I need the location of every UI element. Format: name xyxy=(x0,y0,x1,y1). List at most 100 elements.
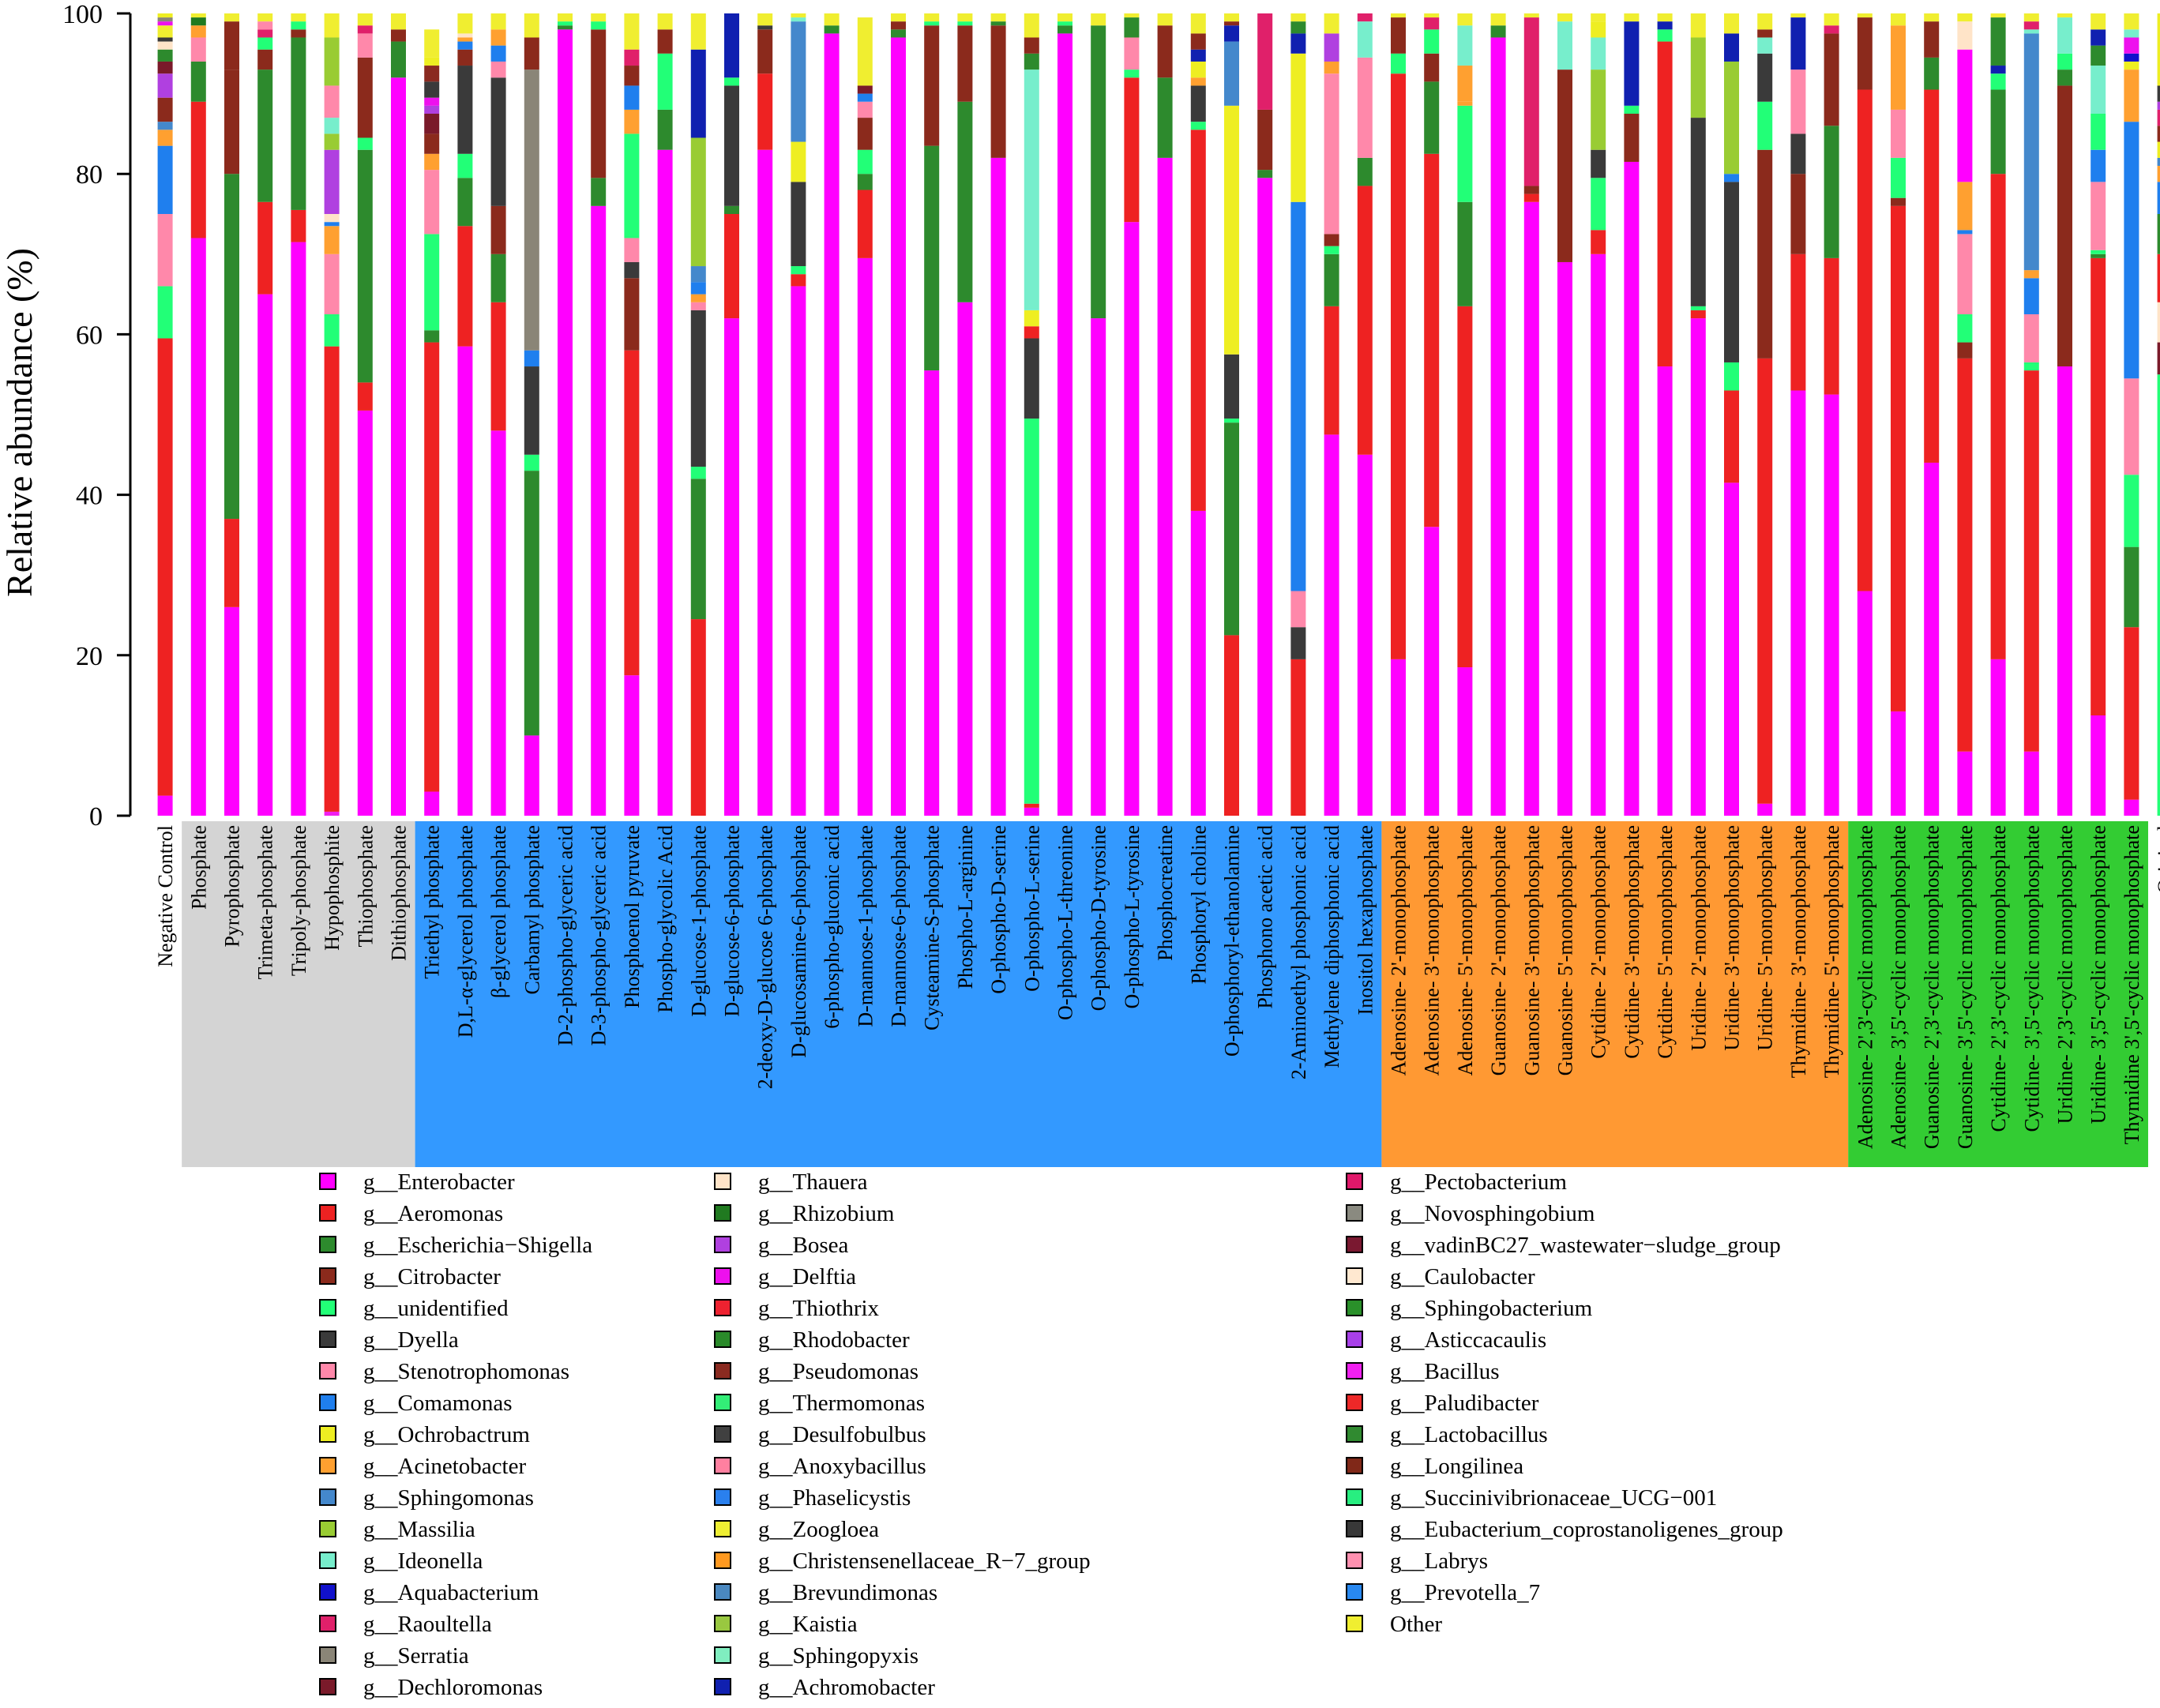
bar-segment xyxy=(624,13,640,50)
bar-segment xyxy=(757,149,773,816)
bar-segment xyxy=(1957,13,1973,22)
bar-52 xyxy=(1891,13,1906,816)
category-label: Adenosine- 3',5'-cyclic monophosphate xyxy=(1888,825,1910,1149)
bar-segment xyxy=(1824,394,1839,816)
bar-segment xyxy=(1657,13,1673,22)
bar-segment xyxy=(2023,278,2039,314)
bar-segment xyxy=(1891,25,1906,110)
bar-segment xyxy=(1290,201,1306,591)
bar-segment xyxy=(690,49,706,138)
bar-segment xyxy=(324,13,340,38)
bar-segment xyxy=(391,41,406,78)
bar-segment xyxy=(824,25,840,34)
legend-swatch xyxy=(1346,1267,1363,1285)
bar-segment xyxy=(224,13,239,22)
bar-segment xyxy=(1224,419,1239,423)
bar-41 xyxy=(1523,13,1539,816)
legend-item: g__Enterobacter xyxy=(319,1169,515,1195)
bar-segment xyxy=(224,69,239,175)
bar-segment xyxy=(2091,715,2106,816)
bar-segment xyxy=(2124,37,2139,54)
bar-27 xyxy=(1057,13,1072,816)
legend-swatch xyxy=(1346,1394,1363,1411)
bar-segment xyxy=(1091,25,1106,319)
bar-segment xyxy=(1790,17,1806,70)
bar-segment xyxy=(1924,462,1940,816)
bar-segment xyxy=(257,69,273,202)
bar-segment xyxy=(1490,13,1506,26)
legend-label: g__Pectobacterium xyxy=(1390,1169,1567,1195)
bar-segment xyxy=(1690,306,1706,310)
bar-segment xyxy=(2091,149,2106,182)
category-label: Hypophosphite xyxy=(321,825,344,951)
legend-item: g__Massilia xyxy=(319,1517,475,1542)
legend-item: g__Sphingomonas xyxy=(319,1485,534,1511)
bar-segment xyxy=(424,153,440,171)
bar-segment xyxy=(357,25,373,34)
legend-item: g__Sphingobacterium xyxy=(1346,1296,1593,1321)
bar-59 xyxy=(2124,13,2139,816)
bar-segment xyxy=(324,214,340,223)
bar-segment xyxy=(891,37,906,816)
bar-segment xyxy=(1591,149,1606,178)
legend-label: g__Ochrobactrum xyxy=(363,1422,530,1447)
bar-segment xyxy=(490,29,506,46)
bar-26 xyxy=(1024,13,1039,816)
bar-segment xyxy=(391,29,406,42)
bar-segment xyxy=(624,109,640,134)
bar-segment xyxy=(1057,13,1072,22)
bar-segment xyxy=(324,118,340,134)
bar-29 xyxy=(1124,13,1140,816)
bar-segment xyxy=(791,266,806,275)
bar-segment xyxy=(1457,101,1473,106)
bar-segment xyxy=(558,13,573,22)
legend-item: g__Delftia xyxy=(714,1264,856,1289)
legend-swatch xyxy=(714,1362,731,1380)
bar-segment xyxy=(324,222,340,227)
bar-23 xyxy=(924,13,940,816)
legend-item: g__Ochrobactrum xyxy=(319,1422,530,1447)
bar-segment xyxy=(624,66,640,86)
bar-7 xyxy=(391,13,406,816)
bar-segment xyxy=(2157,374,2160,816)
bar-segment xyxy=(357,33,373,58)
bar-segment xyxy=(1024,803,1039,808)
bar-segment xyxy=(1957,751,1973,816)
bar-segment xyxy=(1490,25,1506,38)
bar-segment xyxy=(224,174,239,520)
bar-segment xyxy=(2023,21,2039,30)
legend-label: g__Dechloromonas xyxy=(363,1675,543,1700)
bar-segment xyxy=(224,606,239,816)
bar-segment xyxy=(2091,257,2106,715)
bar-segment xyxy=(1091,318,1106,816)
bar-segment xyxy=(2124,13,2139,30)
category-label: D-mannose-6-phosphate xyxy=(888,825,911,1027)
bar-50 xyxy=(1824,13,1839,816)
bar-segment xyxy=(2091,29,2106,46)
legend-item: g__Zoogloea xyxy=(714,1517,879,1542)
bar-25 xyxy=(990,13,1006,816)
legend-swatch xyxy=(319,1552,336,1569)
bar-segment xyxy=(157,13,173,18)
bar-segment xyxy=(291,21,306,30)
bar-segment xyxy=(558,21,573,26)
bar-segment xyxy=(424,234,440,331)
legend-label: g__Escherichia−Shigella xyxy=(363,1233,592,1258)
bar-segment xyxy=(2023,29,2039,34)
bar-12 xyxy=(558,13,573,816)
bar-33 xyxy=(1257,13,1273,816)
bar-segment xyxy=(357,382,373,411)
y-tick-label: 40 xyxy=(76,482,103,511)
category-label: Cytidine- 3'-monophosphate xyxy=(1621,825,1643,1059)
legend-label: g__Dyella xyxy=(363,1327,459,1353)
bar-segment xyxy=(757,73,773,150)
legend-swatch xyxy=(714,1425,731,1443)
bar-segment xyxy=(1024,338,1039,419)
bar-segment xyxy=(524,471,539,736)
bar-segment xyxy=(1824,13,1839,26)
bar-segment xyxy=(1457,105,1473,202)
bar-segment xyxy=(1957,314,1973,343)
category-label: Original xyxy=(2154,825,2160,894)
category-label: Trimeta-phosphate xyxy=(254,825,277,979)
bar-segment xyxy=(1957,182,1973,231)
